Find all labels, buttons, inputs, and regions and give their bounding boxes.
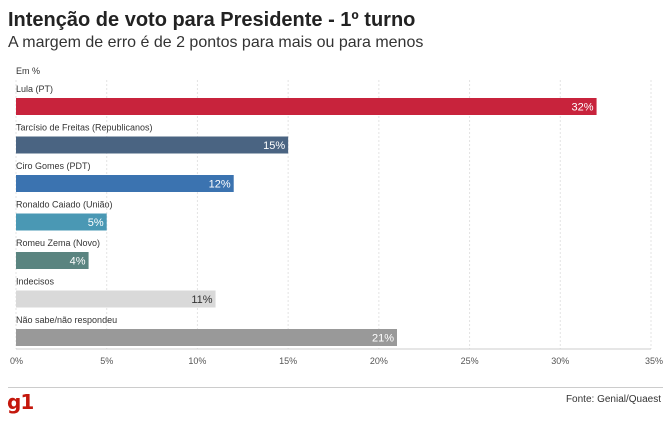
category-label: Ciro Gomes (PDT) [16, 161, 91, 171]
bar [16, 98, 597, 115]
category-label: Lula (PT) [16, 84, 53, 94]
x-tick-label: 5% [100, 356, 113, 366]
x-tick-label: 30% [551, 356, 569, 366]
value-label: 12% [209, 179, 231, 191]
chart-subtitle: A margem de erro é de 2 pontos para mais… [8, 34, 424, 51]
bar [16, 290, 216, 308]
g1-logo: g1 [7, 390, 34, 414]
x-tick-label: 25% [461, 356, 479, 366]
x-tick-label: 20% [370, 356, 388, 366]
bar [16, 329, 397, 346]
x-tick-label: 10% [188, 356, 206, 366]
unit-note: Em % [16, 66, 41, 76]
category-label: Ronaldo Caiado (União) [16, 200, 113, 210]
value-label: 11% [191, 294, 212, 306]
x-tick-label: 0% [10, 356, 23, 366]
x-tick-label: 35% [645, 356, 663, 366]
bar [16, 213, 107, 231]
value-label: 5% [88, 217, 104, 229]
bar [16, 175, 234, 192]
value-label: 4% [70, 256, 86, 268]
bar [16, 252, 89, 269]
value-label: 21% [372, 333, 394, 345]
category-label: Não sabe/não respondeu [16, 315, 117, 325]
value-label: 32% [572, 102, 594, 114]
category-label: Indecisos [16, 277, 55, 287]
category-label: Romeu Zema (Novo) [16, 238, 100, 248]
bar [16, 136, 289, 154]
x-tick-label: 15% [279, 356, 297, 366]
footer-divider [8, 387, 663, 388]
value-label: 15% [263, 140, 285, 152]
bar-chart: 0% 5% 10% 15% 20% 25% 30% 35% Lula (PT) 32% Tarcís… [10, 80, 663, 366]
source-note: Fonte: Genial/Quaest [565, 394, 661, 405]
category-label: Tarcísio de Freitas (Republicanos) [16, 123, 153, 133]
chart-title: Intenção de voto para Presidente - 1º tu… [8, 9, 416, 31]
